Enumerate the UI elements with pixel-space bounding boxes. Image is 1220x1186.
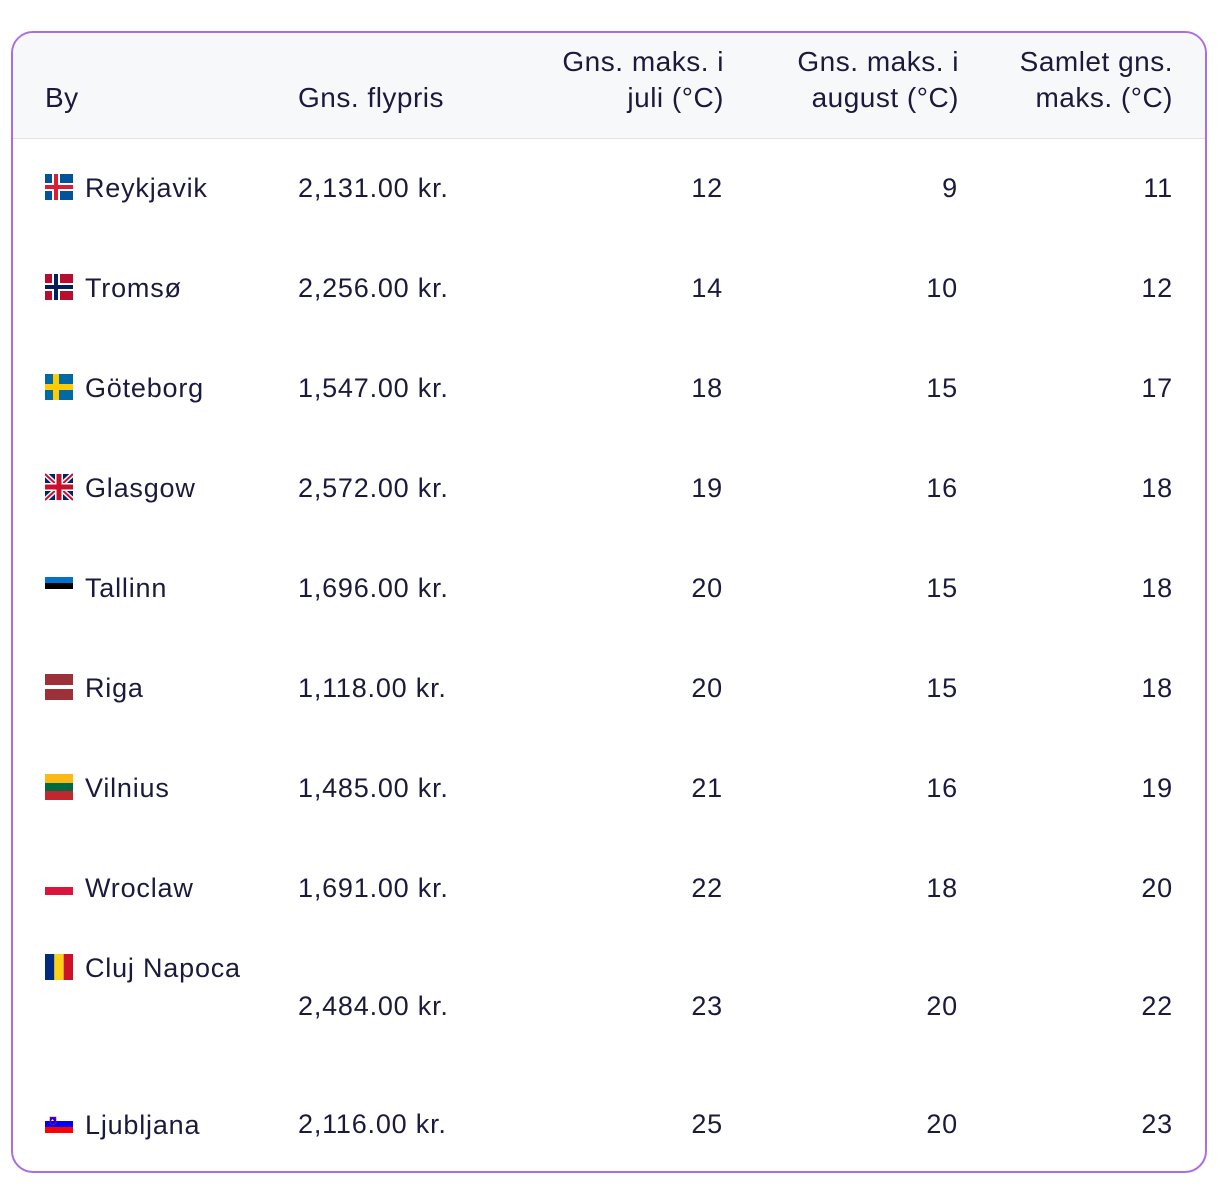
august-cell: 16	[926, 472, 958, 503]
city-cell: Tallinn	[13, 538, 268, 638]
july-cell: 20	[691, 572, 723, 603]
july-cell: 25	[691, 1109, 723, 1139]
july-cell: 23	[691, 990, 723, 1021]
overall-cell: 22	[1141, 990, 1173, 1021]
table-row: Riga 1,118.00 kr. 20 15 18	[13, 638, 1205, 738]
table-row: Göteborg 1,547.00 kr. 18 15 17	[13, 338, 1205, 438]
sweden-flag-icon	[45, 373, 73, 401]
price-cell: 2,131.00 kr.	[298, 172, 449, 203]
table-row: Tallinn 1,696.00 kr. 20 15 18	[13, 538, 1205, 638]
city-cell: Vilnius	[13, 738, 268, 838]
price-cell: 1,691.00 kr.	[298, 872, 449, 903]
price-cell: 2,484.00 kr.	[298, 990, 449, 1021]
august-cell: 20	[926, 990, 958, 1021]
header-july: Gns. maks. i juli (°C)	[493, 33, 724, 138]
header-city: By	[13, 33, 268, 138]
city-name: Tromsø	[85, 273, 182, 303]
city-name: Vilnius	[85, 773, 170, 803]
header-july-line1: Gns. maks. i	[562, 45, 724, 77]
table-row: Cluj Napoca 2,484.00 kr. 23 20 22	[13, 938, 1205, 1074]
august-cell: 9	[942, 172, 958, 203]
august-cell: 15	[926, 572, 958, 603]
estonia-flag-icon	[45, 573, 73, 601]
city-name: Glasgow	[85, 473, 196, 503]
header-august-line1: Gns. maks. i	[797, 45, 959, 77]
city-cell: Cluj Napoca	[13, 938, 268, 1074]
slovenia-flag-icon	[45, 1110, 73, 1138]
table-body: Reykjavik 2,131.00 kr. 12 9 11 Tromsø 2,…	[13, 138, 1205, 1171]
price-cell: 2,256.00 kr.	[298, 272, 449, 303]
table-row: Tromsø 2,256.00 kr. 14 10 12	[13, 238, 1205, 338]
table-row: Glasgow 2,572.00 kr. 19 16 18	[13, 438, 1205, 538]
flight-temperature-table-card: By Gns. flypris Gns. maks. i juli (°C) Gn…	[11, 31, 1207, 1173]
price-cell: 2,572.00 kr.	[298, 472, 449, 503]
overall-cell: 20	[1141, 872, 1173, 903]
city-cell: Wroclaw	[13, 838, 268, 938]
poland-flag-icon	[45, 873, 73, 901]
august-cell: 16	[926, 772, 958, 803]
city-name: Wroclaw	[85, 873, 194, 903]
city-name: Tallinn	[85, 573, 168, 603]
city-cell: Glasgow	[13, 438, 268, 538]
header-city-label: By	[45, 81, 79, 113]
august-cell: 20	[926, 1109, 958, 1139]
city-name: Reykjavik	[85, 173, 208, 204]
august-cell: 18	[926, 872, 958, 903]
city-cell: Göteborg	[13, 338, 268, 438]
price-cell: 1,696.00 kr.	[298, 572, 449, 603]
iceland-flag-icon	[45, 173, 73, 201]
city-name: Göteborg	[85, 373, 204, 403]
overall-cell: 19	[1141, 772, 1173, 803]
lithuania-flag-icon	[45, 773, 73, 801]
header-overall: Samlet gns. maks. (°C)	[959, 33, 1205, 138]
price-cell: 2,116.00 kr.	[298, 1109, 447, 1139]
july-cell: 19	[691, 472, 723, 503]
price-cell: 1,547.00 kr.	[298, 372, 449, 403]
header-price-label: Gns. flypris	[298, 81, 445, 113]
july-cell: 21	[691, 772, 723, 803]
city-cell: Reykjavik	[13, 138, 268, 238]
july-cell: 20	[691, 672, 723, 703]
norway-flag-icon	[45, 273, 73, 301]
price-cell: 1,485.00 kr.	[298, 772, 449, 803]
overall-cell: 23	[1141, 1109, 1173, 1139]
table-row: Reykjavik 2,131.00 kr. 12 9 11	[13, 138, 1205, 238]
july-cell: 14	[691, 272, 723, 303]
table-row: Vilnius 1,485.00 kr. 21 16 19	[13, 738, 1205, 838]
overall-cell: 18	[1141, 672, 1173, 703]
header-july-line2: juli (°C)	[627, 81, 724, 113]
table-row: Wroclaw 1,691.00 kr. 22 18 20	[13, 838, 1205, 938]
header-august-line2: august (°C)	[811, 81, 959, 113]
overall-cell: 18	[1141, 472, 1173, 503]
romania-flag-icon	[45, 953, 73, 981]
july-cell: 22	[691, 872, 723, 903]
header-overall-line2: maks. (°C)	[1035, 81, 1173, 113]
city-comparison-table: By Gns. flypris Gns. maks. i juli (°C) Gn…	[13, 33, 1205, 1171]
overall-cell: 11	[1143, 172, 1173, 203]
overall-cell: 12	[1141, 272, 1173, 303]
price-cell: 1,118.00 kr.	[298, 672, 447, 703]
city-cell: Ljubljana	[13, 1074, 268, 1171]
august-cell: 15	[926, 372, 958, 403]
latvia-flag-icon	[45, 673, 73, 701]
header-august: Gns. maks. i august (°C)	[724, 33, 959, 138]
city-name: Cluj Napoca	[85, 953, 241, 983]
header-overall-line1: Samlet gns.	[1019, 45, 1173, 77]
table-header-row: By Gns. flypris Gns. maks. i juli (°C) Gn…	[13, 33, 1205, 138]
july-cell: 12	[691, 172, 723, 203]
city-cell: Riga	[13, 638, 268, 738]
header-price: Gns. flypris	[268, 33, 493, 138]
august-cell: 10	[926, 272, 958, 303]
august-cell: 15	[926, 672, 958, 703]
table-row: Ljubljana 2,116.00 kr. 25 20 23	[13, 1074, 1205, 1171]
overall-cell: 18	[1141, 572, 1173, 603]
uk-flag-icon	[45, 473, 73, 501]
july-cell: 18	[691, 372, 723, 403]
table-header: By Gns. flypris Gns. maks. i juli (°C) Gn…	[13, 33, 1205, 138]
city-name: Ljubljana	[85, 1109, 201, 1140]
overall-cell: 17	[1141, 372, 1173, 403]
city-name: Riga	[85, 673, 144, 703]
city-cell: Tromsø	[13, 238, 268, 338]
